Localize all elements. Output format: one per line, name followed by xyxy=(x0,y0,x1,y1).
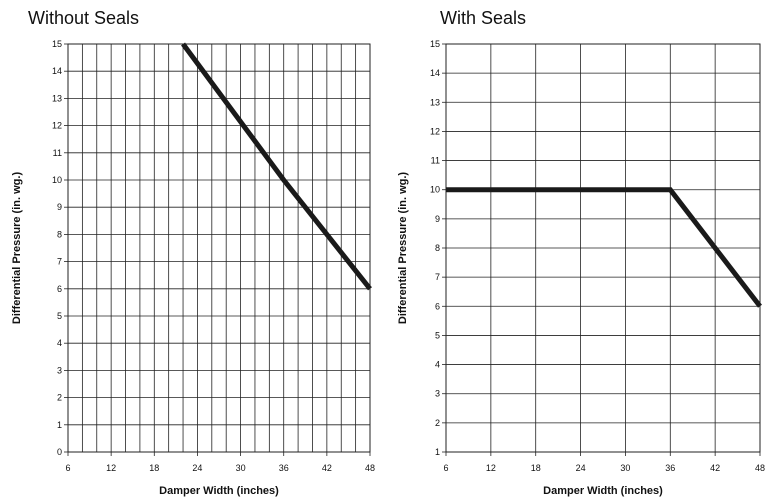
series-line xyxy=(446,187,762,308)
y-tick-label: 1 xyxy=(435,447,440,457)
plot-frame xyxy=(67,43,371,453)
y-tick-label: 15 xyxy=(52,39,62,49)
y-tick-label: 0 xyxy=(57,447,62,457)
y-tick-label: 10 xyxy=(52,175,62,185)
x-tick-label: 42 xyxy=(710,463,720,473)
y-tick-label: 7 xyxy=(57,257,62,267)
y-tick-label: 2 xyxy=(435,418,440,428)
x-tick-label: 30 xyxy=(620,463,630,473)
x-tick-label: 18 xyxy=(531,463,541,473)
x-tick-label: 36 xyxy=(665,463,675,473)
y-tick-label: 3 xyxy=(57,365,62,375)
y-tick-label: 3 xyxy=(435,389,440,399)
y-tick-label: 6 xyxy=(57,284,62,294)
y-tick-label: 10 xyxy=(430,185,440,195)
y-tick-label: 1 xyxy=(57,420,62,430)
y-tick-label: 14 xyxy=(52,66,62,76)
y-tick-label: 9 xyxy=(57,202,62,212)
y-tick-label: 8 xyxy=(435,243,440,253)
x-axis-label: Damper Width (inches) xyxy=(543,485,663,497)
y-tick-label: 5 xyxy=(435,330,440,340)
y-tick-label: 4 xyxy=(57,338,62,348)
y-tick-label: 8 xyxy=(57,229,62,239)
y-tick-label: 7 xyxy=(435,272,440,282)
y-tick-label: 13 xyxy=(52,93,62,103)
x-tick-label: 36 xyxy=(279,463,289,473)
x-tick-label: 24 xyxy=(192,463,202,473)
x-tick-label: 48 xyxy=(365,463,375,473)
chart-title: With Seals xyxy=(440,8,526,28)
y-tick-label: 6 xyxy=(435,301,440,311)
y-tick-label: 12 xyxy=(52,121,62,131)
y-tick-label: 14 xyxy=(430,68,440,78)
y-tick-label: 2 xyxy=(57,393,62,403)
x-tick-label: 6 xyxy=(443,463,448,473)
x-tick-label: 6 xyxy=(65,463,70,473)
y-tick-label: 4 xyxy=(435,360,440,370)
x-tick-label: 18 xyxy=(149,463,159,473)
series-line xyxy=(181,42,372,291)
x-tick-label: 30 xyxy=(236,463,246,473)
chart-title: Without Seals xyxy=(28,8,139,28)
x-tick-label: 12 xyxy=(486,463,496,473)
y-tick-label: 11 xyxy=(53,148,62,158)
y-tick-label: 9 xyxy=(435,214,440,224)
x-axis-label: Damper Width (inches) xyxy=(159,485,279,497)
y-tick-label: 5 xyxy=(57,311,62,321)
y-tick-label: 13 xyxy=(430,97,440,107)
y-axis-label: Differential Pressure (in. wg.) xyxy=(397,172,409,325)
y-tick-label: 12 xyxy=(430,126,440,136)
x-tick-label: 48 xyxy=(755,463,765,473)
x-tick-label: 42 xyxy=(322,463,332,473)
y-axis-label: Differential Pressure (in. wg.) xyxy=(11,172,23,325)
y-tick-label: 11 xyxy=(431,156,440,166)
x-tick-label: 24 xyxy=(576,463,586,473)
x-tick-label: 12 xyxy=(106,463,116,473)
y-tick-label: 15 xyxy=(430,39,440,49)
